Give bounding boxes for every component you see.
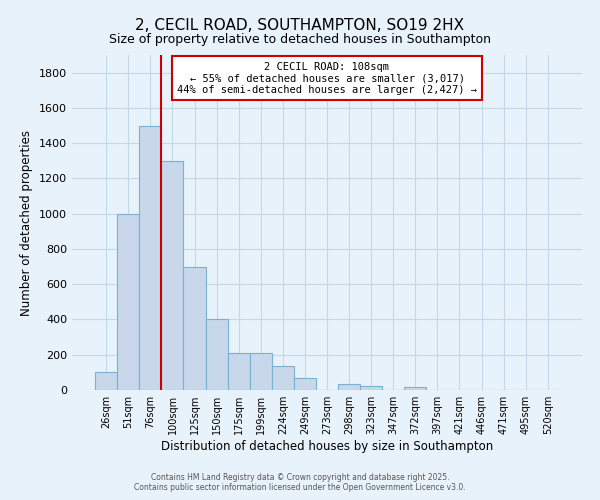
Text: Contains HM Land Registry data © Crown copyright and database right 2025.
Contai: Contains HM Land Registry data © Crown c… bbox=[134, 473, 466, 492]
Bar bbox=[294, 378, 316, 390]
Bar bbox=[250, 353, 272, 390]
Bar bbox=[139, 126, 161, 390]
Bar bbox=[117, 214, 139, 390]
Bar bbox=[206, 320, 227, 390]
Text: Size of property relative to detached houses in Southampton: Size of property relative to detached ho… bbox=[109, 32, 491, 46]
Text: 2 CECIL ROAD: 108sqm
← 55% of detached houses are smaller (3,017)
44% of semi-de: 2 CECIL ROAD: 108sqm ← 55% of detached h… bbox=[177, 62, 477, 95]
Bar bbox=[184, 266, 206, 390]
Text: 2, CECIL ROAD, SOUTHAMPTON, SO19 2HX: 2, CECIL ROAD, SOUTHAMPTON, SO19 2HX bbox=[136, 18, 464, 32]
Y-axis label: Number of detached properties: Number of detached properties bbox=[20, 130, 34, 316]
Bar bbox=[161, 161, 184, 390]
Bar bbox=[338, 384, 360, 390]
Bar bbox=[404, 388, 427, 390]
Bar bbox=[360, 386, 382, 390]
Bar bbox=[272, 366, 294, 390]
Bar bbox=[95, 372, 117, 390]
Bar bbox=[227, 353, 250, 390]
X-axis label: Distribution of detached houses by size in Southampton: Distribution of detached houses by size … bbox=[161, 440, 493, 453]
